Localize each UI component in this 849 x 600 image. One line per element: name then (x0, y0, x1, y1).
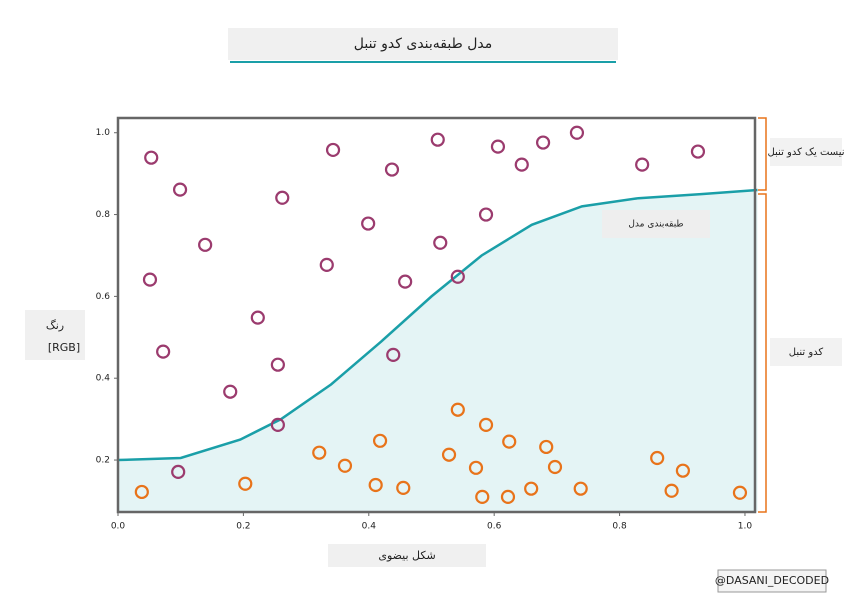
point (433, 235, 448, 250)
plot-frame (116, 116, 757, 514)
point (468, 460, 484, 475)
point (325, 142, 341, 158)
point (172, 182, 188, 197)
point (270, 417, 285, 432)
x-tick-label: 0.6 (487, 522, 502, 532)
curve-label: طبقه‌بندی مدل (628, 220, 683, 230)
y-label-box (25, 310, 85, 360)
y-tick-label: 1.0 (96, 128, 111, 138)
point (337, 458, 353, 473)
point (238, 476, 253, 491)
point (635, 157, 650, 172)
x-tick-label: 0.4 (362, 522, 377, 532)
y-tick-label: 0.6 (96, 292, 111, 302)
point (430, 132, 445, 147)
point (361, 216, 376, 231)
point (450, 402, 465, 417)
point (275, 190, 290, 205)
point (396, 480, 411, 495)
point (732, 485, 748, 500)
point (450, 269, 465, 284)
point (500, 489, 516, 504)
point (250, 310, 265, 325)
point (690, 144, 706, 159)
point (384, 162, 400, 177)
point (539, 439, 554, 455)
x-tick-label: 1.0 (738, 522, 753, 532)
x-tick-label: 0.0 (111, 522, 126, 532)
point (270, 357, 285, 372)
point (478, 207, 494, 222)
point (312, 445, 327, 460)
point (142, 272, 158, 287)
x-axis-label: شکل بیضوی (378, 549, 435, 562)
side-label: نیست یک کدو تنبل (767, 147, 844, 158)
title-box (228, 28, 618, 60)
point (156, 344, 171, 359)
point (223, 384, 238, 399)
x-tick-label: 0.2 (236, 522, 250, 532)
point (569, 125, 585, 140)
side-label: کدو تنبل (789, 347, 824, 358)
point (475, 489, 490, 504)
watermark: @DASANI_DECODED (715, 574, 829, 587)
side-label-box (770, 338, 842, 366)
point (198, 237, 213, 252)
y-tick-label: 0.2 (96, 456, 110, 466)
point (398, 274, 413, 289)
point (573, 481, 588, 496)
y-axis-label: رنگ (46, 319, 64, 332)
y-tick-label: 0.8 (96, 210, 111, 220)
point (368, 477, 383, 493)
point (664, 483, 679, 498)
curve-label-box (602, 210, 710, 238)
point (490, 139, 506, 154)
point (441, 447, 457, 462)
x-label-box (328, 544, 486, 567)
curve (117, 188, 758, 462)
point (535, 135, 551, 150)
point (514, 157, 529, 172)
y-tick-label: 0.4 (96, 374, 111, 384)
point (547, 459, 563, 475)
chart-title: مدل طبقه‌بندی کدو تنبل (354, 36, 492, 52)
side-label-box (770, 138, 842, 166)
point (675, 463, 690, 478)
bracket (758, 117, 767, 513)
point (372, 433, 388, 448)
watermark-box (717, 569, 827, 593)
point (650, 450, 665, 466)
point (502, 434, 517, 449)
point (171, 464, 186, 480)
point (319, 257, 334, 272)
x-tick-label: 0.8 (612, 522, 627, 532)
point (144, 150, 159, 165)
point (134, 484, 149, 500)
y-axis-label: [RGB] (48, 341, 80, 354)
point (524, 481, 539, 496)
point (478, 417, 494, 432)
point (386, 347, 401, 362)
